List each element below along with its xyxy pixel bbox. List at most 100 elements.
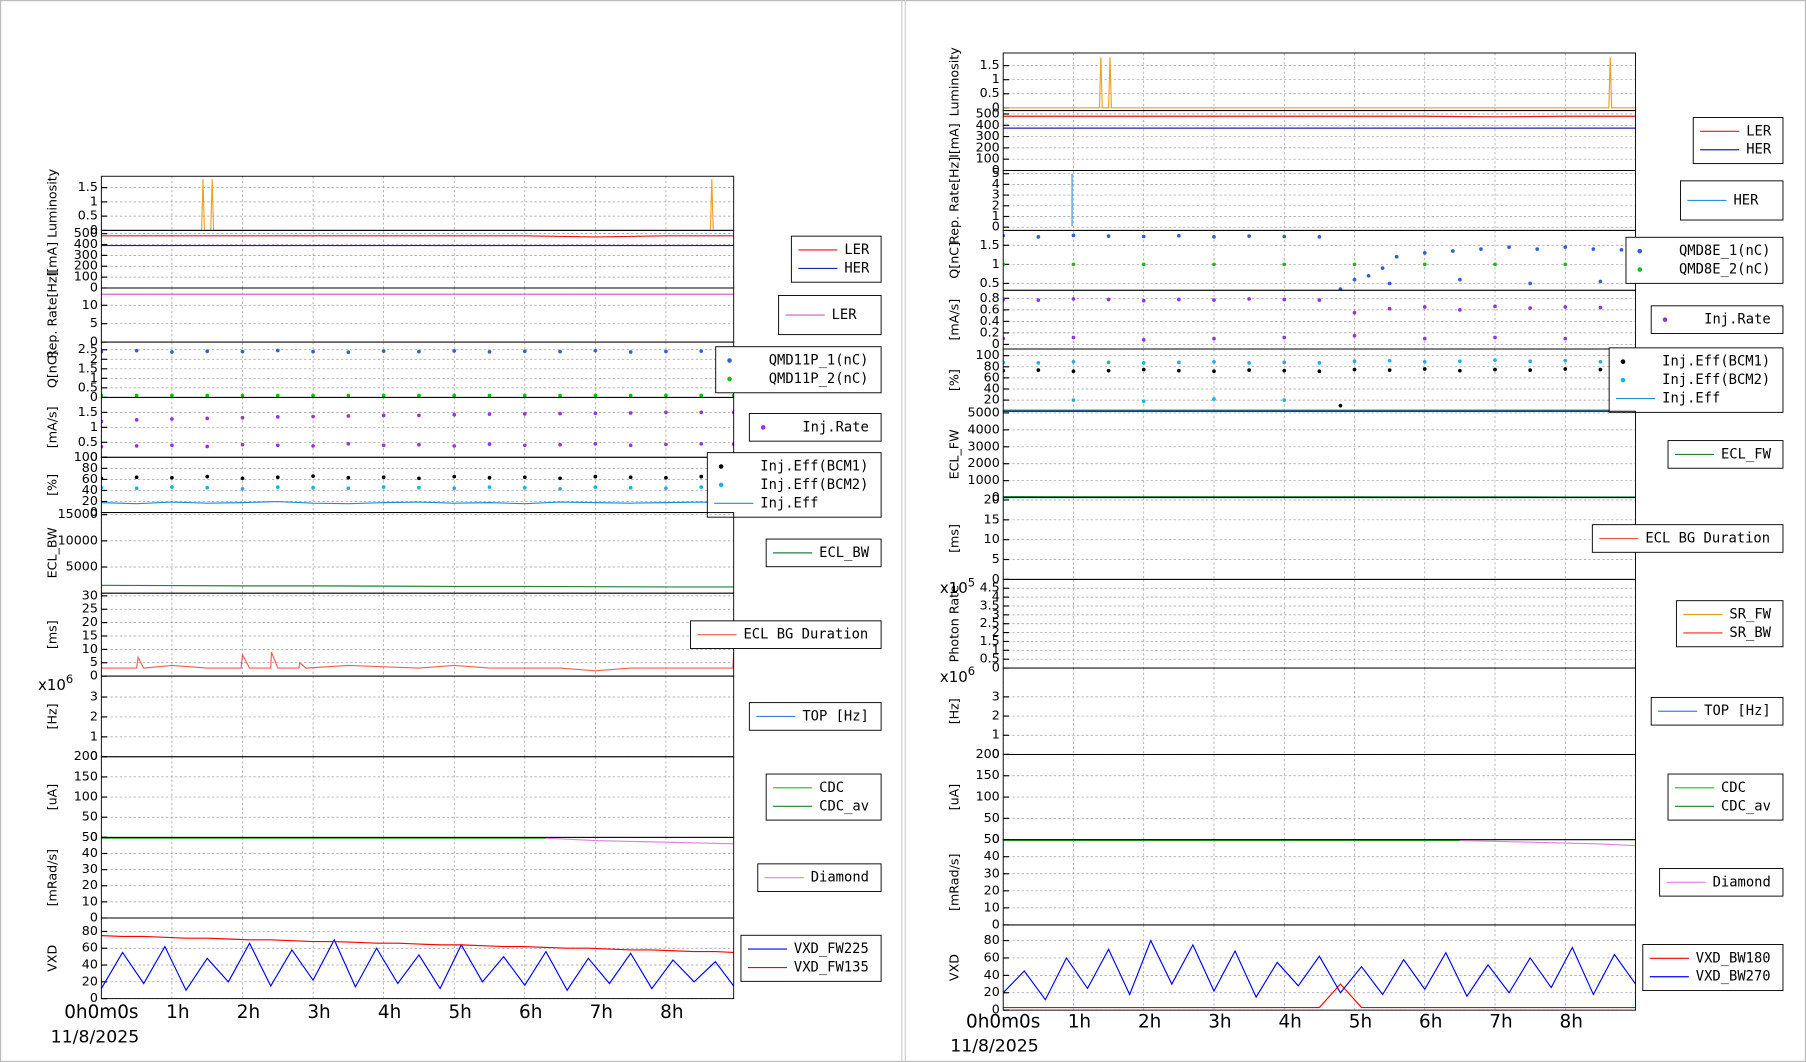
- y-tick-label: 0: [90, 748, 98, 763]
- y-tick-label: 2: [90, 708, 98, 723]
- legend-box: [790, 235, 882, 283]
- data-point: [1212, 369, 1216, 374]
- series-line: [101, 235, 734, 238]
- legend-box: [1675, 600, 1784, 648]
- data-point: [205, 485, 210, 490]
- y-tick-label: 80: [82, 460, 98, 475]
- y-axis-label: Luminosity: [44, 168, 59, 238]
- x-tick-label: 8h: [1560, 1011, 1583, 1032]
- y-tick-label: 0.4: [980, 313, 1000, 328]
- y-tick-label: 0: [90, 279, 98, 294]
- data-point: [1352, 333, 1357, 338]
- data-point: [1282, 368, 1287, 373]
- data-point: [1563, 245, 1568, 250]
- data-point: [1451, 249, 1455, 253]
- legend-label: Diamond: [811, 870, 869, 886]
- y-tick-label: 30: [82, 587, 98, 602]
- legend-box: [715, 346, 882, 394]
- data-point: [522, 443, 527, 448]
- x-tick-label: 4h: [378, 1002, 401, 1023]
- data-point: [628, 350, 633, 354]
- data-point: [664, 475, 668, 480]
- legend-label: Inj.Eff(BCM2): [760, 477, 868, 493]
- y-tick-label: 0.6: [980, 301, 1000, 316]
- data-point: [1493, 358, 1497, 362]
- legend-label: ECL BG Duration: [743, 627, 868, 643]
- y-tick-label: 1.5: [980, 57, 1000, 72]
- data-point: [628, 485, 633, 490]
- y-tick-label: 4: [992, 176, 1000, 191]
- y-tick-label: 5000: [968, 404, 1000, 419]
- data-point: [275, 393, 280, 398]
- y-axis-label: [mA/s]: [946, 299, 961, 341]
- data-point: [1141, 399, 1146, 404]
- legend-label: QMD8E_2(nC): [1679, 262, 1770, 278]
- legend-label: HER: [1746, 142, 1772, 158]
- data-point: [1619, 247, 1624, 252]
- data-point: [487, 442, 492, 446]
- series-line: [101, 651, 734, 672]
- date-label: 11/8/2025: [950, 1037, 1039, 1057]
- y-tick-label: 50: [984, 810, 1000, 825]
- data-point: [628, 475, 633, 480]
- data-point: [417, 442, 421, 447]
- data-point: [134, 348, 139, 353]
- data-point: [1387, 368, 1392, 372]
- legend-label: VXD_FW135: [794, 960, 869, 976]
- y-tick-label: 1.5: [78, 404, 98, 419]
- y-axis-label: VXD: [44, 945, 59, 972]
- data-point: [1282, 262, 1287, 267]
- data-point: [346, 475, 351, 480]
- data-point: [346, 486, 351, 491]
- y-tick-label: 30: [984, 865, 1000, 880]
- data-point: [170, 443, 174, 448]
- data-point: [522, 412, 527, 416]
- legend-label: ECL_FW: [1721, 446, 1772, 462]
- data-point: [346, 350, 351, 355]
- data-point: [1282, 234, 1287, 239]
- legend-box: [740, 934, 882, 982]
- data-point: [664, 410, 668, 415]
- data-point: [381, 485, 386, 489]
- data-point: [346, 441, 351, 446]
- y-tick-label: 0: [992, 746, 1000, 761]
- data-point: [240, 476, 245, 481]
- legend-label: ECL BG Duration: [1645, 530, 1770, 546]
- data-point: [628, 443, 633, 448]
- y-tick-label: 80: [984, 358, 1000, 373]
- data-point: [558, 349, 562, 354]
- series-line: [101, 179, 734, 231]
- y-tick-label: 5: [90, 315, 98, 330]
- data-point: [1212, 298, 1216, 302]
- data-point: [1177, 368, 1181, 373]
- plot-area: [101, 348, 734, 398]
- plot-area: [1003, 839, 1636, 847]
- y-tick-label: 20: [984, 984, 1000, 999]
- data-point: [558, 393, 562, 398]
- y-tick-label: 15000: [58, 506, 98, 521]
- plot-area: [1003, 233, 1636, 291]
- data-point: [1317, 361, 1322, 365]
- data-point: [1317, 298, 1322, 302]
- data-point: [1071, 369, 1076, 374]
- legend-label: Inj.Eff(BCM1): [1662, 354, 1770, 370]
- x-tick-label: 3h: [1208, 1011, 1231, 1032]
- data-point: [1528, 281, 1532, 286]
- plot-area: [1003, 115, 1636, 129]
- series-line: [1003, 983, 1636, 1009]
- data-point: [522, 393, 527, 398]
- data-point: [417, 485, 421, 490]
- data-point: [1338, 403, 1343, 408]
- data-point: [664, 486, 668, 491]
- legend-marker: [1637, 248, 1643, 254]
- y-scale-base: x10: [940, 579, 968, 597]
- data-point: [1422, 336, 1427, 341]
- data-point: [664, 393, 668, 398]
- legend-label: Inj.Eff: [1662, 391, 1720, 407]
- plot-area: [101, 410, 734, 449]
- y-tick-label: 500: [74, 225, 98, 240]
- data-point: [275, 475, 280, 480]
- y-axis-label: Rep. Rate[Hz]: [946, 157, 961, 244]
- data-point: [205, 393, 210, 398]
- y-axis-label: [%]: [44, 474, 59, 496]
